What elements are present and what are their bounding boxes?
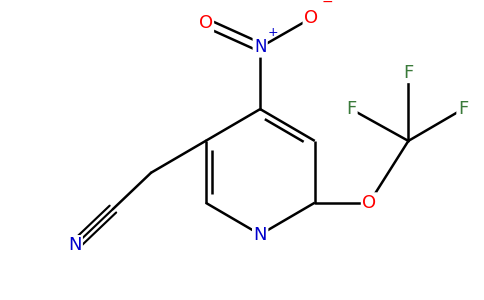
Text: N: N (254, 226, 267, 244)
Text: F: F (346, 100, 356, 118)
Text: N: N (68, 236, 81, 254)
Text: +: + (268, 26, 278, 39)
Text: N: N (254, 38, 266, 56)
Text: O: O (304, 9, 318, 27)
Text: F: F (458, 100, 468, 118)
Text: F: F (403, 64, 413, 82)
Text: −: − (322, 0, 333, 9)
Text: O: O (198, 14, 212, 32)
Text: O: O (362, 194, 377, 212)
